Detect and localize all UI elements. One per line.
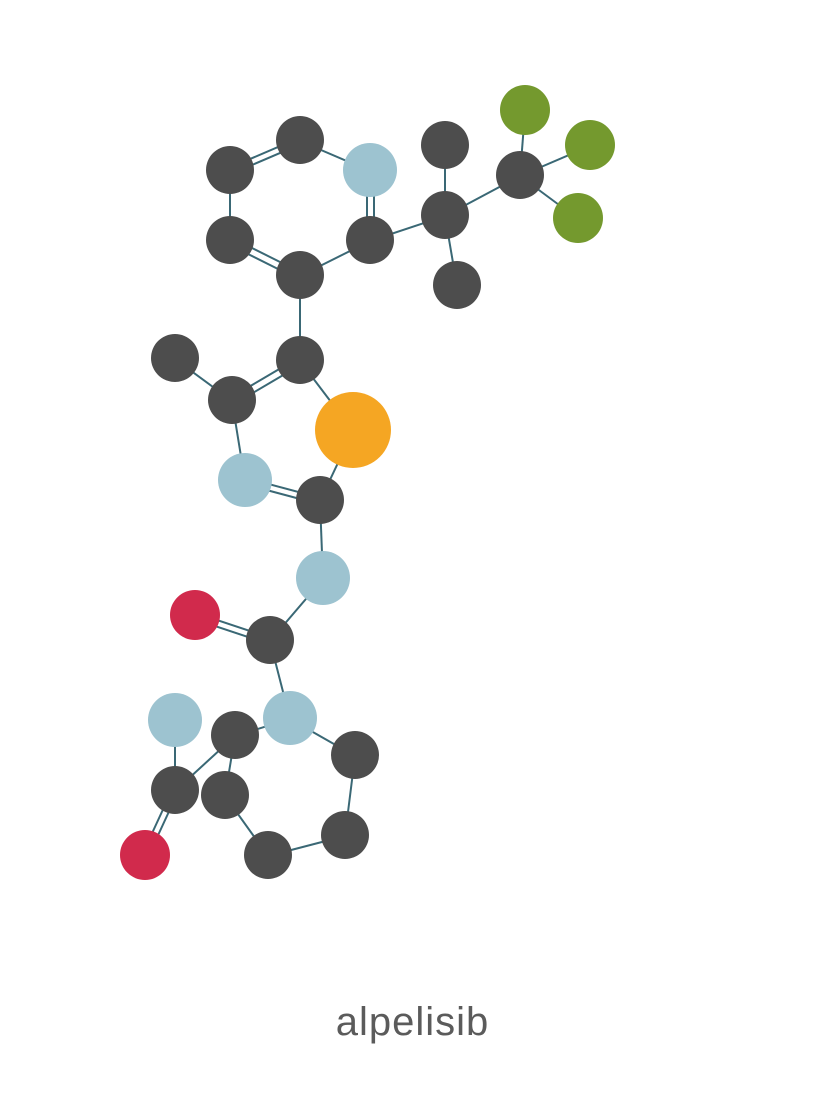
atom-n — [263, 691, 317, 745]
atom-c — [331, 731, 379, 779]
atom-c — [496, 151, 544, 199]
atom-f — [553, 193, 603, 243]
atom-c — [296, 476, 344, 524]
atom-c — [321, 811, 369, 859]
atom-c — [276, 116, 324, 164]
atom-n — [343, 143, 397, 197]
atom-c — [201, 771, 249, 819]
atom-c — [211, 711, 259, 759]
atom-o — [120, 830, 170, 880]
atom-c — [246, 616, 294, 664]
atom-c — [206, 146, 254, 194]
molecule-canvas: alpelisib — [0, 0, 825, 1100]
atom-c — [208, 376, 256, 424]
atom-s — [315, 392, 391, 468]
atom-c — [151, 334, 199, 382]
atom-c — [151, 766, 199, 814]
atom-c — [276, 251, 324, 299]
atom-f — [565, 120, 615, 170]
atom-c — [346, 216, 394, 264]
atom-n — [296, 551, 350, 605]
atom-c — [244, 831, 292, 879]
atom-n — [148, 693, 202, 747]
atom-c — [276, 336, 324, 384]
atom-n — [218, 453, 272, 507]
atom-c — [421, 191, 469, 239]
molecule-name-label: alpelisib — [336, 1000, 490, 1045]
atom-c — [433, 261, 481, 309]
atom-c — [421, 121, 469, 169]
atom-o — [170, 590, 220, 640]
atom-f — [500, 85, 550, 135]
atom-c — [206, 216, 254, 264]
